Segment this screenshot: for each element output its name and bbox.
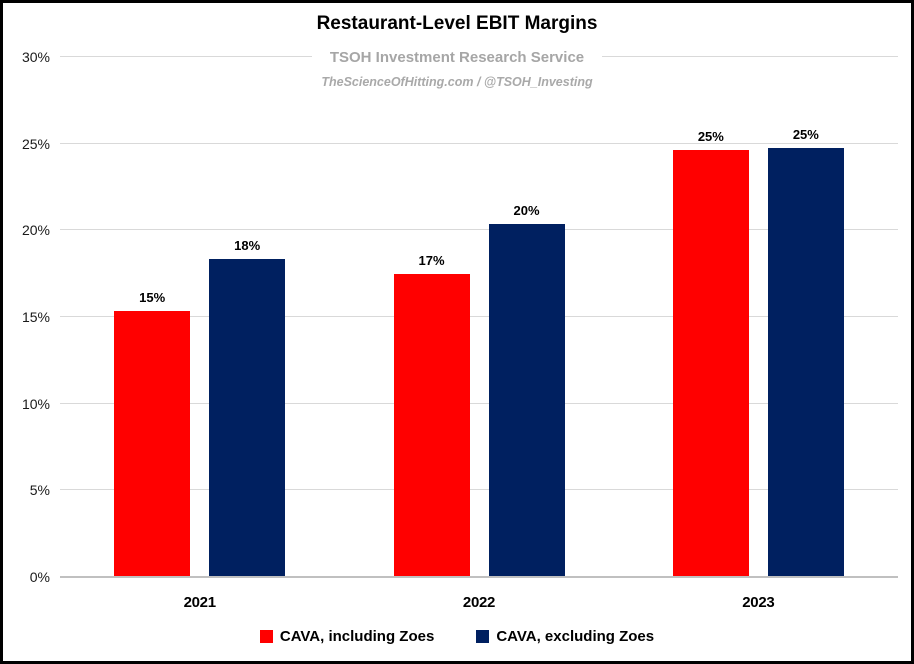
bar-value-label: 25%	[697, 128, 724, 144]
y-axis-tick-label: 25%	[21, 135, 50, 152]
legend-swatch-icon	[259, 630, 273, 643]
x-axis-category-label: 2022	[462, 594, 496, 611]
bar-2021-series-1	[114, 310, 191, 576]
plot-area: 15% 18% 17% 20% 25% 25%	[60, 56, 898, 578]
y-gridline	[60, 229, 898, 231]
legend-item: CAVA, excluding Zoes	[476, 628, 654, 645]
bar-value-label: 20%	[513, 203, 540, 219]
y-gridline	[60, 142, 898, 144]
y-gridline	[60, 402, 898, 404]
bar-2022-series-2	[488, 224, 565, 576]
chart-subtitle: TSOH Investment Research Service	[311, 47, 603, 68]
bar-2022-series-1	[393, 274, 470, 576]
bar-value-label: 17%	[418, 253, 445, 269]
x-axis-line	[60, 576, 898, 578]
bar-2021-series-2	[209, 258, 286, 576]
bar-2023-series-1	[672, 149, 749, 576]
legend-label: CAVA, including Zoes	[279, 628, 435, 645]
bar-value-label: 25%	[792, 126, 819, 142]
y-axis-tick-label: 5%	[29, 482, 50, 499]
x-axis-category-label: 2023	[742, 594, 775, 611]
chart-legend: CAVA, including Zoes CAVA, excluding Zoes	[3, 628, 911, 645]
legend-item: CAVA, including Zoes	[259, 628, 435, 645]
y-axis-tick-label: 15%	[21, 309, 50, 325]
chart-title: Restaurant-Level EBIT Margins	[316, 13, 598, 34]
bar-2023-series-2	[767, 147, 844, 576]
y-axis-tick-label: 0%	[29, 569, 50, 585]
y-axis-tick-label: 10%	[21, 395, 50, 412]
y-gridline	[60, 489, 898, 491]
bar-value-label: 18%	[234, 237, 261, 253]
y-axis-tick-label: 20%	[21, 222, 50, 239]
legend-swatch-icon	[476, 630, 490, 643]
x-axis-category-label: 2021	[183, 594, 216, 611]
y-axis-tick-label: 30%	[21, 49, 50, 65]
legend-label: CAVA, excluding Zoes	[496, 628, 655, 645]
y-gridline	[60, 316, 898, 317]
bar-value-label: 15%	[139, 289, 166, 305]
chart-subtitle-row: TSOH Investment Research Service	[3, 47, 911, 68]
chart-watermark: TheScienceOfHitting.com / @TSOH_Investin…	[321, 75, 593, 89]
